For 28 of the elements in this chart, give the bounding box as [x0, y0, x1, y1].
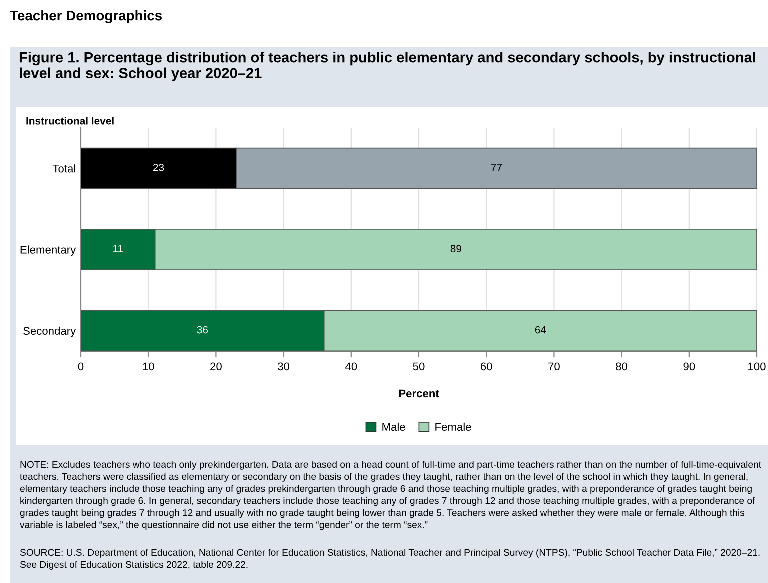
text: Teacher Demographics	[10, 10, 162, 24]
x-tick-label: 80	[616, 362, 628, 371]
x-tick-label: 70	[548, 362, 560, 371]
x-tick-label: 90	[684, 362, 696, 371]
x-tick-label: 60	[480, 362, 492, 371]
x-tick-label: 10	[143, 362, 154, 371]
y-tick-label: Elementary	[20, 246, 76, 256]
x-tick-label: 40	[345, 362, 358, 371]
legend-label: Male	[382, 422, 406, 432]
y-tick-label: Total	[52, 164, 76, 173]
x-tick-label: 30	[278, 362, 290, 371]
data-label: 89	[450, 245, 462, 253]
data-label: 23	[153, 164, 164, 172]
x-tick-label: 50	[413, 362, 425, 371]
data-label: 64	[535, 326, 546, 334]
text: NOTE: Excludes teachers who teach only prekindergarten. Data are based on a head count of full-time and part-time teachers rather than on the number of full-time-equivalent teachers. Teachers were classified as elementary or secondary on the basis of the grades they taught, rather than on the level of the school in which they taught. In general, elementary teachers include those teaching any of grades prekindergarten through grade 6 and those teaching multiple grades, with a preponderance of grades taught being kindergarten through grade 6. In general, secondary teachers include those teaching any of grades 7 through 12 and those teaching multiple grades, with a preponderance of grades taught being grades 7 through 12 and usually with no grade taught being lower than grade 5. Teachers were asked whether they were male or female. Although this variable is labeled “sex,” the questionnaire did not use either the term “gender” or the term “sex.”	[20, 461, 762, 530]
chart-title: Figure 1. Percentage distribution of teachers in public elementary and secondary schools, by instructional level and sex: School year 2020–21	[20, 52, 756, 82]
x-tick-label: 100	[748, 362, 766, 371]
data-label: 36	[197, 326, 208, 334]
source-note: SOURCE: U.S. Department of Education, National Center for Education Statistics, National Teacher and Principal Survey (NTPS), “Public School Teacher Data File,” 2020–21. See Digest of Education Statistics 2022, table 209.22.	[20, 549, 760, 570]
x-tick-label: 20	[210, 362, 222, 371]
data-label: 11	[114, 245, 124, 252]
x-tick-label: 0	[78, 362, 84, 371]
y-axis-title: Instructional level	[26, 117, 114, 125]
y-tick-label: Secondary	[24, 326, 76, 338]
x-axis-title: Percent	[399, 390, 440, 398]
data-label: 77	[491, 164, 502, 172]
legend-label: Female	[436, 422, 472, 432]
